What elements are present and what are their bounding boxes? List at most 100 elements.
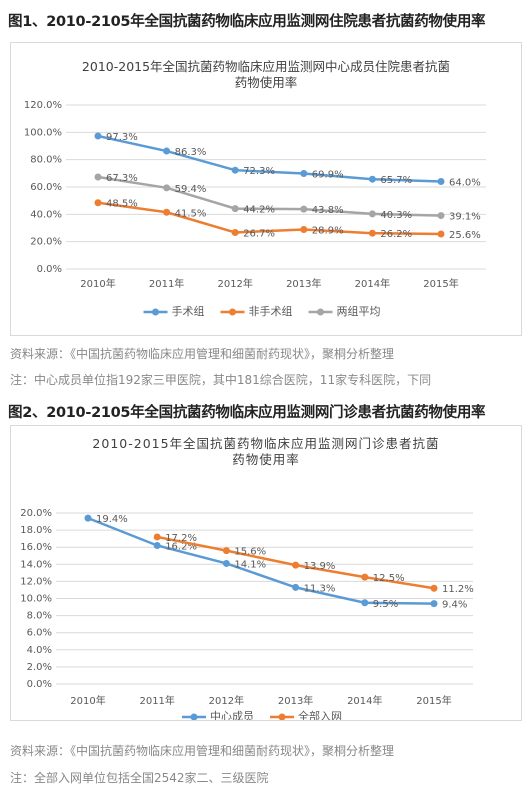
x-tick-label: 2010年 — [80, 277, 115, 290]
point — [163, 184, 171, 192]
chart: 0.0% 2.0% 4.0% 6.0% 8.0% 10.0% 12.0% 14.0% 16.0%… — [20, 508, 474, 720]
point — [222, 547, 230, 555]
y-tick-label: 0.0% — [37, 264, 62, 275]
point — [300, 169, 308, 177]
chart-box: 2010-2015年全国抗菌药物临床应用监测网门诊患者抗菌药物使用率 0.0% 2… — [10, 425, 522, 721]
legend-marker — [278, 713, 286, 720]
x-tick-label: 2012年 — [217, 277, 252, 290]
y-tick-label: 20.0% — [20, 508, 52, 519]
source: 资料来源：《中国抗菌药物临床应用管理和细菌耐药现状》，聚桐分析整理 — [10, 347, 395, 361]
point — [292, 561, 300, 569]
point — [368, 175, 376, 183]
y-tick-label: 16.0% — [20, 542, 52, 553]
point — [430, 584, 438, 592]
y-tick-label: 12.0% — [20, 576, 52, 587]
point — [94, 132, 102, 140]
x-tick-label: 2011年 — [149, 277, 184, 290]
x-tick-label: 2015年 — [416, 694, 451, 707]
data-label: 11.2% — [442, 584, 474, 595]
data-label: 15.6% — [234, 547, 266, 558]
data-label: 43.8% — [312, 205, 344, 216]
data-label: 67.3% — [106, 173, 138, 184]
point — [153, 541, 161, 549]
data-label: 9.4% — [442, 600, 467, 611]
y-tick-label: 20.0% — [30, 237, 62, 248]
point — [437, 230, 445, 238]
y-tick-label: 40.0% — [30, 209, 62, 220]
series-line — [97, 134, 442, 183]
data-label: 64.0% — [449, 178, 481, 189]
x-tick-label: 2013年 — [286, 277, 321, 290]
point — [153, 533, 161, 541]
data-label: 9.5% — [373, 599, 398, 610]
legend-label: 非手术组 — [249, 304, 293, 318]
data-label: 44.2% — [243, 205, 275, 216]
data-label: 40.3% — [380, 210, 412, 221]
y-tick-label: 6.0% — [27, 628, 52, 639]
chart-box: 2010-2015年全国抗菌药物临床应用监测网中心成员住院患者抗菌药物使用率 0… — [10, 42, 522, 336]
legend-label: 手术组 — [172, 304, 205, 318]
data-label: 26.7% — [243, 229, 275, 240]
y-tick-label: 4.0% — [27, 645, 52, 656]
legend-label: 中心成员 — [210, 710, 254, 720]
point — [231, 229, 239, 237]
data-label: 41.5% — [175, 208, 207, 219]
series-line — [97, 175, 442, 217]
legend-marker — [229, 308, 236, 316]
point — [361, 573, 369, 581]
data-label: 13.9% — [304, 561, 336, 572]
y-tick-label: 60.0% — [30, 182, 62, 193]
y-tick-label: 0.0% — [27, 679, 52, 690]
x-tick-label: 2013年 — [278, 694, 313, 707]
figure-heading: 图1、2010-2105年全国抗菌药物临床应用监测网住院患者抗菌药物使用率 — [8, 14, 486, 30]
data-label: 14.1% — [234, 559, 266, 570]
data-label: 16.2% — [165, 541, 197, 552]
point — [292, 583, 300, 591]
point — [361, 599, 369, 607]
y-tick-label: 80.0% — [30, 155, 62, 166]
y-tick-label: 8.0% — [27, 611, 52, 622]
point — [231, 166, 239, 174]
data-label: 86.3% — [175, 147, 207, 158]
point — [231, 205, 239, 213]
data-label: 69.9% — [312, 169, 344, 180]
note: 注：中心成员单位指192家三甲医院，其中181综合医院，11家专科医院，下同 — [10, 373, 432, 387]
y-tick-label: 10.0% — [20, 594, 52, 605]
chart-title: 2010-2015年全国抗菌药物临床应用监测网中心成员住院患者抗菌药物使用率 — [81, 59, 451, 90]
data-label: 12.5% — [373, 573, 405, 584]
data-label: 25.6% — [449, 230, 481, 241]
x-tick-label: 2014年 — [347, 694, 382, 707]
x-tick-label: 2014年 — [355, 277, 390, 290]
y-tick-label: 2.0% — [27, 662, 52, 673]
data-label: 97.3% — [106, 132, 138, 143]
data-label: 65.7% — [380, 175, 412, 186]
legend-label: 全部入网 — [298, 709, 342, 720]
y-tick-label: 120.0% — [24, 100, 62, 111]
legend-marker — [190, 713, 198, 720]
point — [300, 226, 308, 234]
data-label: 11.3% — [304, 583, 336, 594]
data-label: 17.2% — [165, 533, 197, 544]
point — [300, 205, 308, 213]
y-tick-label: 14.0% — [20, 559, 52, 570]
data-label: 48.5% — [106, 199, 138, 210]
point — [368, 229, 376, 237]
data-label: 26.2% — [380, 229, 412, 240]
legend-marker — [152, 308, 159, 316]
point — [94, 199, 102, 207]
y-tick-label: 100.0% — [24, 127, 62, 138]
x-tick-label: 2015年 — [423, 277, 458, 290]
data-label: 72.3% — [243, 166, 275, 177]
data-label: 59.4% — [175, 184, 207, 195]
data-label: 19.4% — [96, 514, 128, 525]
series-line — [97, 201, 442, 236]
point — [163, 208, 171, 216]
y-tick-label: 18.0% — [20, 525, 52, 536]
x-tick-label: 2011年 — [139, 694, 174, 707]
figure-heading: 图2、2010-2105年全国抗菌药物临床应用监测网门诊患者抗菌药物使用率 — [8, 405, 486, 421]
x-tick-label: 2010年 — [70, 694, 105, 707]
chart: 0.0% 20.0% 40.0% 60.0% 80.0% 100.0% 120.0% 2010… — [24, 100, 486, 318]
x-tick-label: 2012年 — [209, 694, 244, 707]
legend-marker — [317, 308, 324, 316]
